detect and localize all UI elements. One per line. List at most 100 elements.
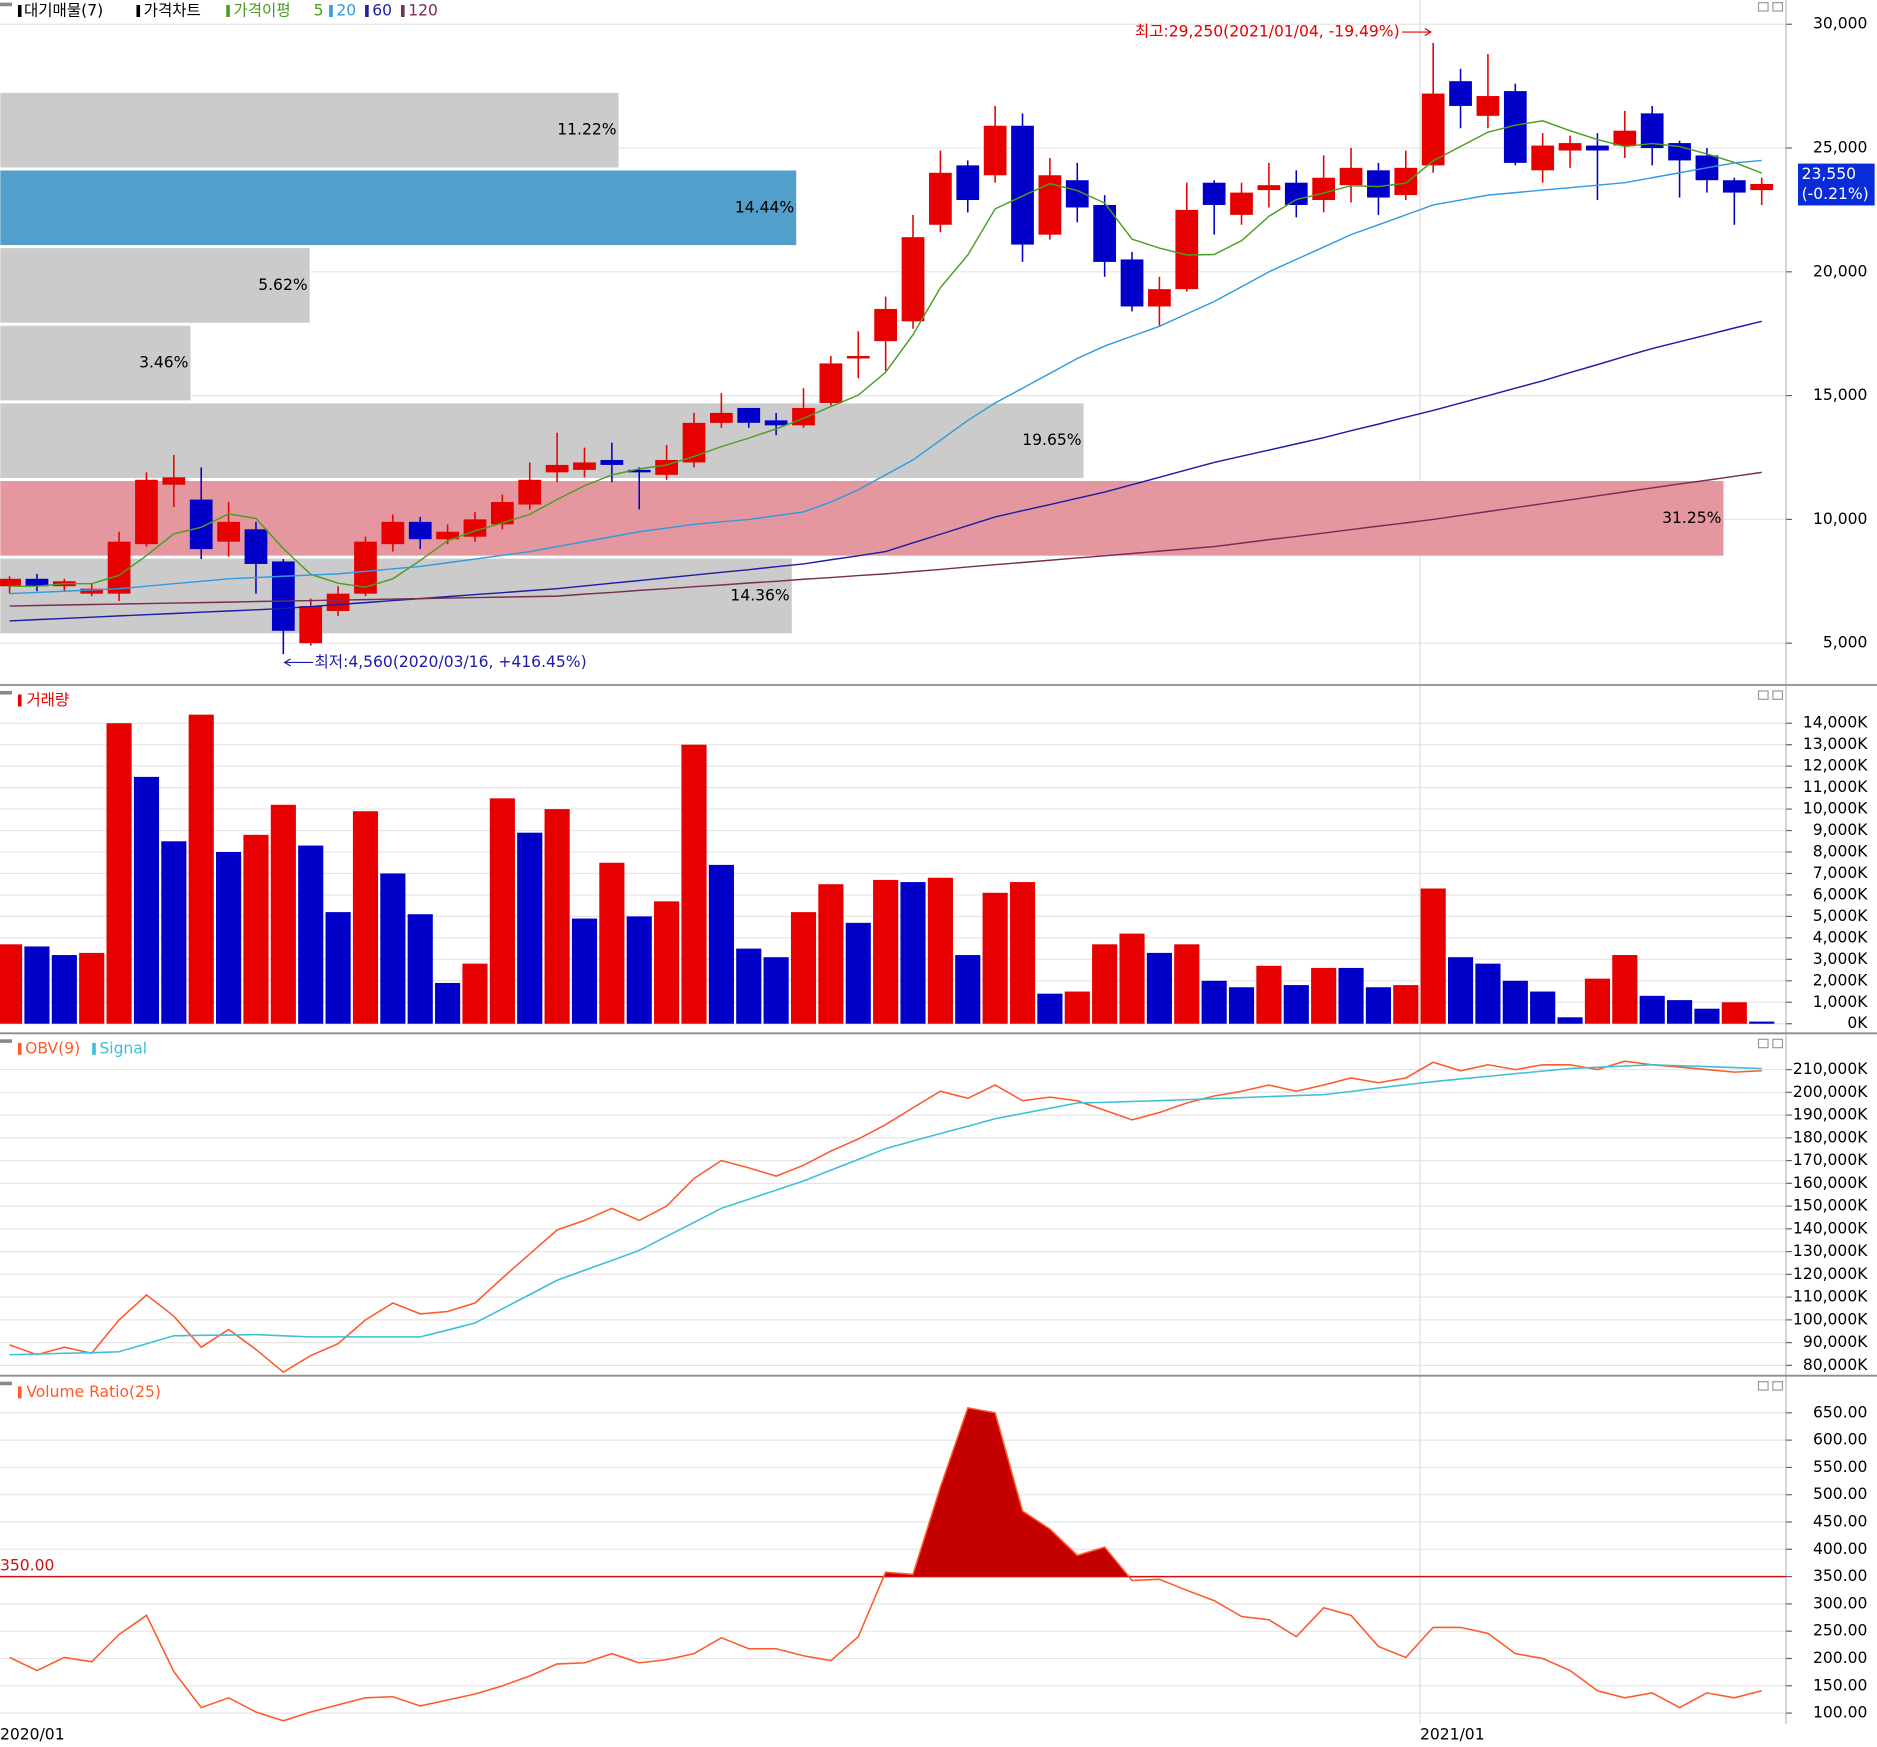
volume-bar [1749,1021,1775,1024]
volume-profile-label: 14.44% [735,198,794,216]
panel-button[interactable] [1772,690,1784,700]
candle-body [354,541,377,594]
candle-body [1750,183,1774,191]
volume-ratio-line [9,1406,1762,1722]
volume-bar [1092,944,1118,1024]
volume-bar [927,877,953,1024]
y-tick-label: 4,000K [1813,928,1869,946]
volume-bar [845,922,871,1024]
candle-body [436,531,459,540]
volume-bar [1228,987,1255,1024]
volume-bar [1502,980,1528,1024]
candle-body [0,578,21,587]
y-tick-label: 120,000K [1793,1265,1868,1283]
indicator-line [9,1060,1762,1374]
volume-bar [790,912,817,1024]
volume-bar [380,873,406,1024]
y-tick-label: 100,000K [1793,1310,1868,1328]
y-tick-label: 400.00 [1813,1540,1867,1558]
candle-body [874,308,898,342]
candle-body [627,469,651,473]
candle-body [1558,143,1582,151]
moving-average-line [9,320,1762,622]
candle-body [162,477,186,485]
y-tick-label: 25,000 [1813,139,1867,157]
volume-bar [161,841,187,1024]
volume-bar [24,946,50,1024]
y-tick-label: 11,000K [1803,778,1868,796]
volume-bar [298,845,324,1024]
y-tick-label: 10,000 [1813,510,1867,528]
volume-profile-bar [0,247,311,324]
y-tick-label: 2,000K [1813,971,1869,989]
candle-body [1531,145,1555,171]
panel-button[interactable] [1772,1381,1784,1391]
y-tick-label: 170,000K [1793,1151,1868,1169]
candle-body [600,459,624,465]
volume-bar [352,811,379,1024]
x-tick-label: 2020/01 [0,1725,65,1743]
y-tick-label: 90,000K [1803,1333,1868,1351]
candle-body [573,462,596,470]
volume-bar [243,834,269,1024]
volume-bar [325,912,351,1024]
volume-bar [1201,980,1227,1024]
volume-bar [873,879,899,1024]
panel-button[interactable] [1772,2,1784,12]
volume-bar [1639,995,1665,1024]
volume-profile-bar [0,558,793,634]
volume-bar [1612,955,1638,1024]
moving-average-line [9,159,1762,595]
volume-bar [818,884,844,1024]
volume-bar [900,882,926,1024]
y-tick-label: 5,000 [1823,634,1868,652]
volume-profile-bar [0,402,1085,479]
volume-bar [736,948,762,1024]
y-tick-label: 190,000K [1793,1106,1868,1124]
annotation-arrowhead [1424,27,1432,37]
volume-bar [1721,1002,1747,1024]
y-tick-label: 150,000K [1793,1197,1868,1215]
volume-bar [1365,987,1391,1024]
panel-buttons[interactable] [1757,2,1784,1391]
volume-bar [1694,1008,1720,1024]
volume-ratio-area [883,1407,1129,1577]
volume-bar [1584,978,1611,1024]
panel-button[interactable] [1757,1038,1769,1049]
candle-body [1722,180,1746,193]
y-tick-label: 1,000K [1813,993,1869,1011]
y-tick-label: 0K [1847,1014,1868,1032]
panel-button[interactable] [1757,1381,1769,1391]
volume-bar [571,918,598,1024]
panel-icon [0,1381,12,1386]
candle-body [710,412,733,423]
candle-body [135,479,158,545]
volume-profile-bar [0,169,797,246]
volume-profile-label: 3.46% [139,354,188,372]
volume-bar [955,955,981,1024]
y-tick-label: 600.00 [1813,1431,1867,1449]
legend-label: 60 [372,2,392,20]
candle-body [1093,204,1117,262]
obv-legend: OBV(9) Signal [17,1039,147,1057]
panel-button[interactable] [1772,1038,1784,1049]
panel-button[interactable] [1757,2,1769,12]
y-tick-label: 500.00 [1813,1485,1867,1503]
volume-bar [1037,993,1063,1024]
volume-bar [1475,963,1501,1024]
candle-body [326,593,350,611]
legend-marker [17,5,22,17]
volume-bar [1530,991,1556,1024]
volume-bar [0,944,23,1024]
volume-bar [79,952,105,1024]
panel-button[interactable] [1757,690,1769,700]
y-tick-label: 350.00 [1813,1567,1867,1585]
y-tick-label: 9,000K [1813,821,1869,839]
annotation-arrowhead [283,658,291,667]
candle-body [1120,259,1144,307]
legend-marker [17,1042,22,1055]
threshold-label: 350.00 [0,1556,54,1574]
candle-body [1230,192,1253,215]
volume-bar [133,776,160,1024]
